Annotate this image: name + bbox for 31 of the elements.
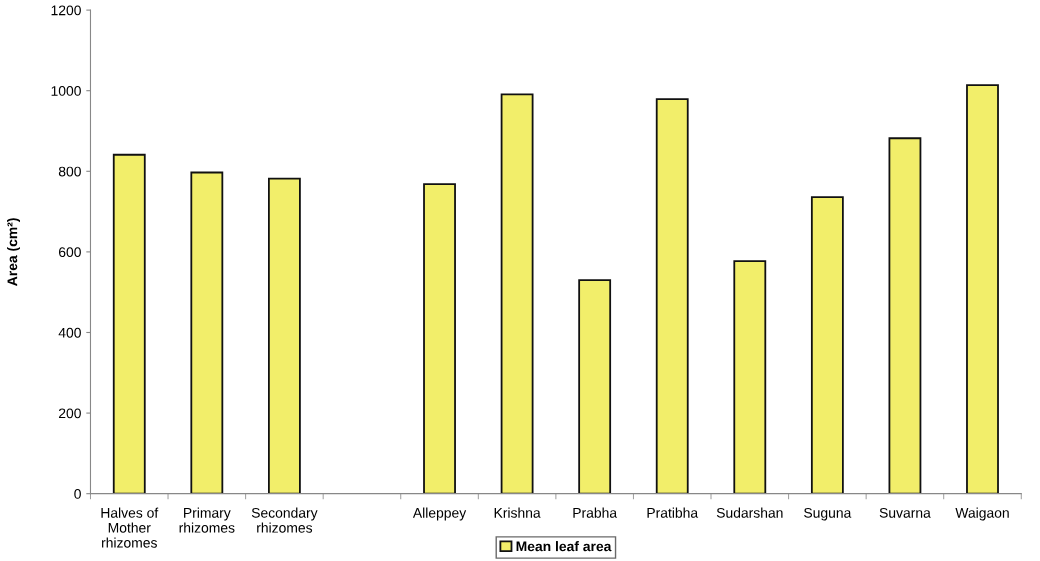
y-tick-label: 1000 <box>51 86 81 96</box>
x-tick-label: Primary rhizomes <box>179 507 235 533</box>
legend-label: Mean leaf area <box>516 541 612 552</box>
bar <box>190 171 224 494</box>
bar <box>267 177 301 494</box>
bar <box>966 84 999 494</box>
bar <box>423 183 456 494</box>
x-tick-label: Secondary rhizomes <box>251 507 318 533</box>
x-tick-label: Halves of Mother rhizomes <box>101 507 159 548</box>
bar <box>500 93 534 494</box>
bar <box>733 260 767 494</box>
x-tick-label: Alleppey <box>412 507 467 521</box>
y-tick-label: 800 <box>58 166 81 177</box>
bar <box>578 279 612 494</box>
x-tick-label: Pratibha <box>647 507 699 518</box>
y-tick-label: 200 <box>58 408 81 419</box>
bar <box>888 137 922 494</box>
y-tick-label: 0 <box>74 489 81 499</box>
y-tick-label: 600 <box>58 247 81 258</box>
bar <box>112 153 146 494</box>
x-tick-label: Waigaon <box>955 507 1009 521</box>
y-axis-title: Area (cm²) <box>7 218 20 286</box>
bar <box>655 98 689 494</box>
x-tick-label: Sudarshan <box>716 507 783 518</box>
bar <box>810 196 844 494</box>
x-tick-label: Prabha <box>573 507 618 518</box>
x-tick-label: Suguna <box>804 507 852 521</box>
x-tick-label: Krishna <box>494 507 541 518</box>
x-tick-label: Suvarna <box>879 507 931 518</box>
y-tick-label: 400 <box>58 327 81 338</box>
y-tick-label: 1200 <box>51 5 81 16</box>
